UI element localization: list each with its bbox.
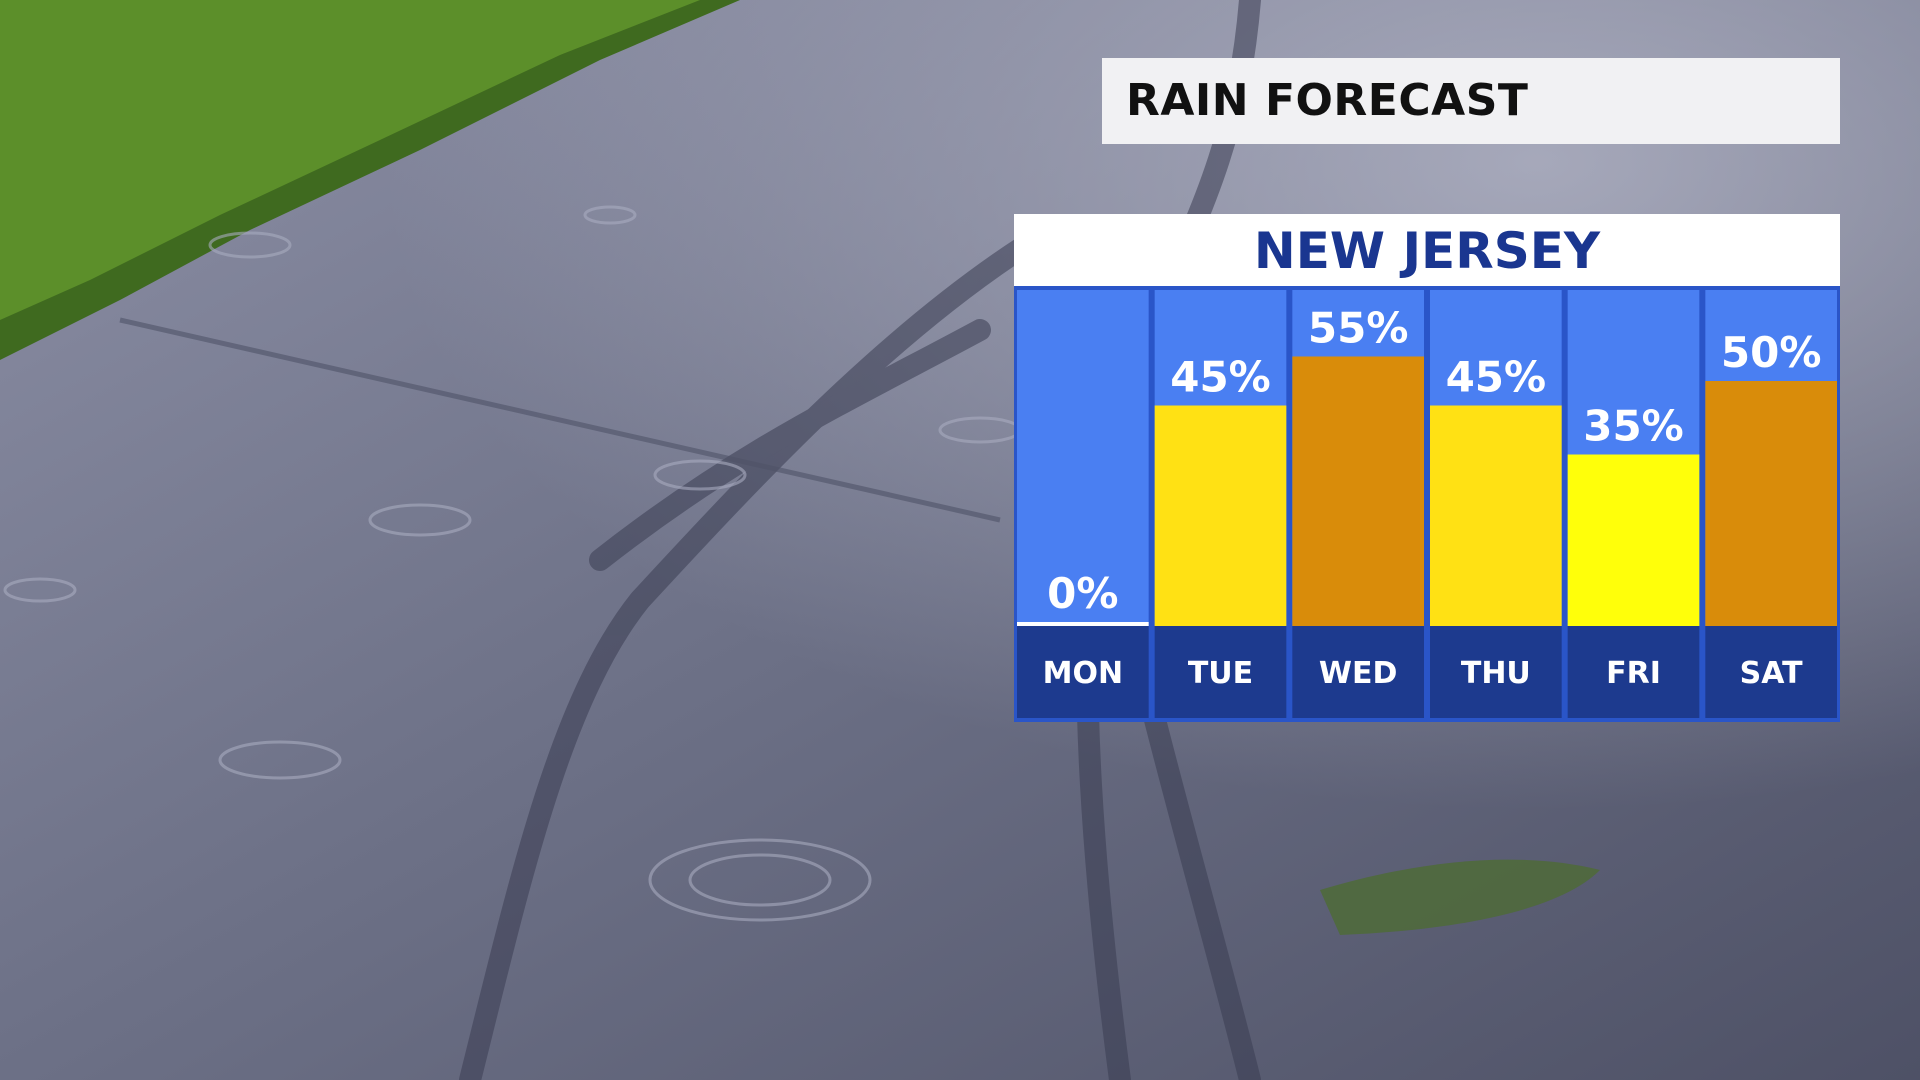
bar-mon <box>1017 622 1149 626</box>
chart-frame <box>1014 286 1840 722</box>
data-label-wed: 55% <box>1308 304 1409 353</box>
region-header: NEW JERSEY <box>1014 214 1840 286</box>
leaf-debris <box>1320 859 1600 935</box>
data-label-tue: 45% <box>1170 353 1271 402</box>
day-band-thu <box>1430 626 1562 718</box>
bar-thu <box>1430 405 1562 626</box>
chart-svg: 0% MON 45% TUE 55% WED 45% THU 35% FRI 50% SAT <box>1014 286 1840 722</box>
region-name: NEW JERSEY <box>1253 222 1601 280</box>
day-label-fri: FRI <box>1606 656 1661 691</box>
day-label-sat: SAT <box>1740 656 1803 691</box>
day-band-tue <box>1154 626 1287 718</box>
day-label-thu: THU <box>1461 656 1531 691</box>
bar-tue <box>1154 405 1287 626</box>
bar-sat <box>1705 381 1837 626</box>
data-label-mon: 0% <box>1047 569 1118 618</box>
chart-title: RAIN FORECAST <box>1126 75 1529 126</box>
data-label-sat: 50% <box>1721 328 1822 377</box>
bar-wed <box>1292 356 1424 626</box>
day-label-wed: WED <box>1319 656 1398 691</box>
day-band-mon <box>1017 626 1149 718</box>
rain-chance-chart: 0% MON 45% TUE 55% WED 45% THU 35% FRI 50% SAT <box>1014 286 1840 722</box>
day-label-mon: MON <box>1043 656 1123 691</box>
day-band-wed <box>1292 626 1424 718</box>
day-label-tue: TUE <box>1188 656 1253 691</box>
title-box: RAIN FORECAST <box>1102 58 1840 144</box>
column-bg-mon <box>1017 290 1149 626</box>
data-label-thu: 45% <box>1446 353 1547 402</box>
day-band-sat <box>1705 626 1837 718</box>
data-label-fri: 35% <box>1583 402 1684 451</box>
bar-fri <box>1567 454 1700 626</box>
day-band-fri <box>1567 626 1700 718</box>
